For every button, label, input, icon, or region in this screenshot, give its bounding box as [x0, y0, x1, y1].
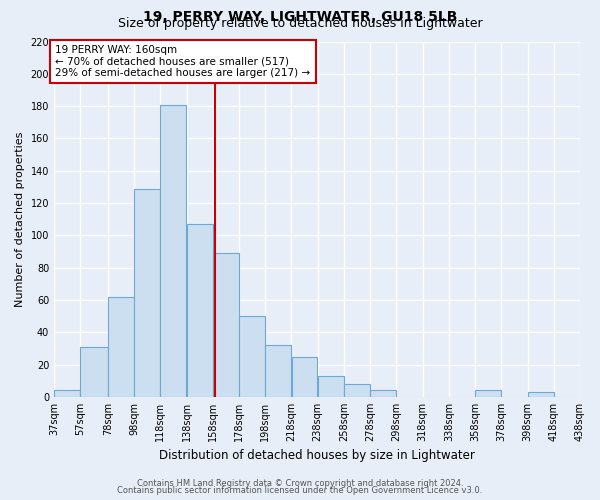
Text: Size of property relative to detached houses in Lightwater: Size of property relative to detached ho…: [118, 18, 482, 30]
Bar: [160, 104, 187, 397]
Bar: [344, 384, 370, 397]
Bar: [265, 345, 291, 397]
Bar: [292, 356, 317, 397]
Bar: [54, 390, 80, 397]
Bar: [528, 392, 554, 397]
Bar: [475, 390, 501, 397]
Bar: [80, 347, 107, 397]
Bar: [239, 316, 265, 397]
Bar: [187, 224, 212, 397]
X-axis label: Distribution of detached houses by size in Lightwater: Distribution of detached houses by size …: [159, 450, 475, 462]
Bar: [134, 188, 160, 397]
Text: 19, PERRY WAY, LIGHTWATER, GU18 5LB: 19, PERRY WAY, LIGHTWATER, GU18 5LB: [143, 10, 457, 24]
Bar: [318, 376, 344, 397]
Bar: [213, 253, 239, 397]
Y-axis label: Number of detached properties: Number of detached properties: [15, 132, 25, 307]
Bar: [108, 297, 134, 397]
Text: Contains public sector information licensed under the Open Government Licence v3: Contains public sector information licen…: [118, 486, 482, 495]
Text: 19 PERRY WAY: 160sqm
← 70% of detached houses are smaller (517)
29% of semi-deta: 19 PERRY WAY: 160sqm ← 70% of detached h…: [55, 44, 310, 78]
Text: Contains HM Land Registry data © Crown copyright and database right 2024.: Contains HM Land Registry data © Crown c…: [137, 478, 463, 488]
Bar: [370, 390, 396, 397]
